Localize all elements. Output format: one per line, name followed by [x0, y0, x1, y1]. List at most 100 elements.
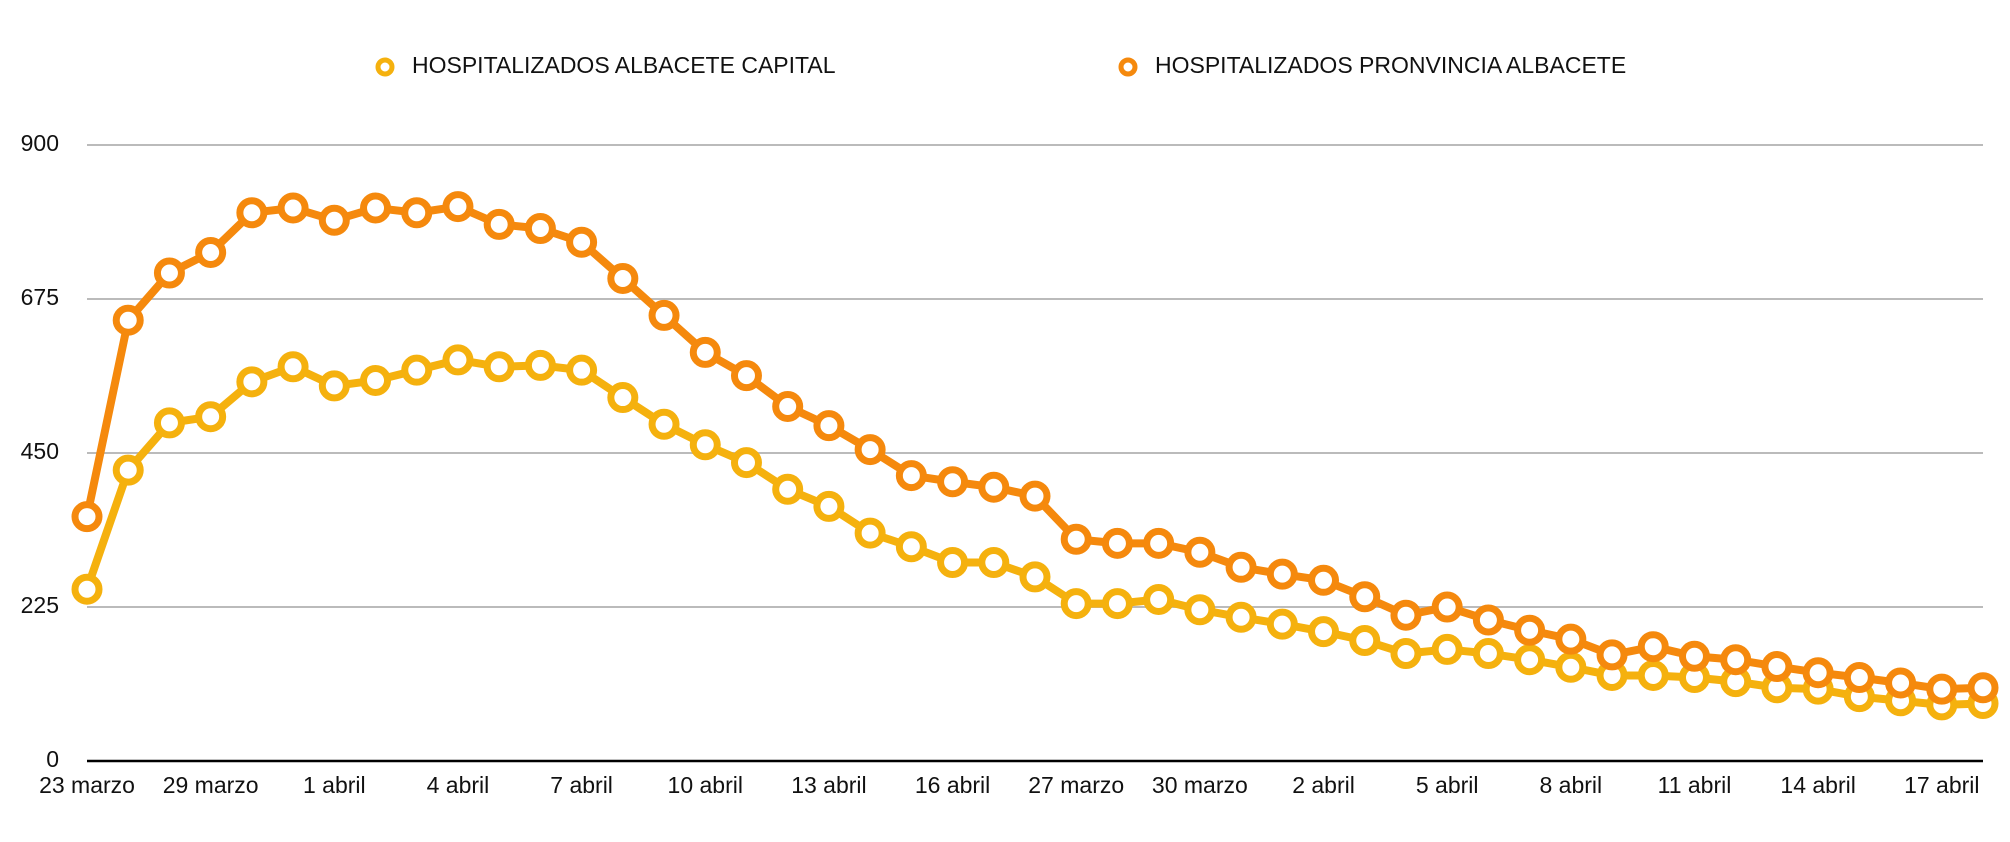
- y-tick-label: 450: [21, 438, 59, 464]
- data-point: [1101, 588, 1133, 620]
- data-point: [1349, 581, 1381, 613]
- data-point: [689, 429, 721, 461]
- data-point: [1019, 480, 1051, 512]
- data-point: [1926, 673, 1958, 705]
- data-point: [1390, 638, 1422, 670]
- data-point: [1555, 651, 1587, 683]
- data-point: [153, 407, 185, 439]
- data-point: [153, 257, 185, 289]
- data-point: [1060, 588, 1092, 620]
- x-tick-label: 5 abril: [1416, 772, 1479, 798]
- data-point: [236, 366, 268, 398]
- data-point: [730, 360, 762, 392]
- data-point: [895, 531, 927, 563]
- data-point: [483, 351, 515, 383]
- data-point: [772, 390, 804, 422]
- data-point: [1019, 561, 1051, 593]
- x-tick-label: 8 abril: [1539, 772, 1602, 798]
- data-point: [318, 370, 350, 402]
- data-point: [1060, 523, 1092, 555]
- data-point: [607, 382, 639, 414]
- series-line: [83, 202, 1984, 694]
- x-tick-label: 4 abril: [427, 772, 490, 798]
- data-point: [1266, 558, 1298, 590]
- data-point: [1967, 672, 1999, 704]
- data-point: [1843, 661, 1875, 693]
- data-point: [937, 466, 969, 498]
- data-point: [71, 501, 103, 533]
- data-point: [1431, 633, 1463, 665]
- data-point: [195, 401, 227, 433]
- data-point: [71, 573, 103, 605]
- data-point: [112, 304, 144, 336]
- data-point: [1390, 599, 1422, 631]
- data-point: [1101, 527, 1133, 559]
- x-tick-label: 10 abril: [668, 772, 743, 798]
- x-tick-label: 29 marzo: [163, 772, 259, 798]
- x-tick-label: 30 marzo: [1152, 772, 1248, 798]
- y-tick-label: 225: [21, 592, 59, 618]
- data-point: [1885, 667, 1917, 699]
- data-point: [648, 299, 680, 331]
- data-point: [1720, 644, 1752, 676]
- data-point: [277, 192, 309, 224]
- data-point: [401, 197, 433, 229]
- data-point: [895, 460, 927, 492]
- legend-label: HOSPITALIZADOS PRONVINCIA ALBACETE: [1155, 52, 1626, 78]
- data-point: [277, 351, 309, 383]
- data-point: [360, 192, 392, 224]
- data-point: [1225, 601, 1257, 633]
- x-tick-label: 13 abril: [791, 772, 866, 798]
- data-point: [1184, 594, 1216, 626]
- data-point: [360, 364, 392, 396]
- x-tick-label: 11 abril: [1658, 772, 1732, 798]
- y-tick-label: 900: [21, 130, 59, 156]
- data-point: [730, 447, 762, 479]
- data-point: [854, 434, 886, 466]
- data-point: [1472, 604, 1504, 636]
- y-tick-label: 0: [46, 746, 59, 772]
- x-tick-label: 16 abril: [915, 772, 990, 798]
- data-point: [1308, 564, 1340, 596]
- data-point: [1308, 616, 1340, 648]
- data-point: [1514, 614, 1546, 646]
- x-tick-label: 23 marzo: [39, 772, 135, 798]
- data-point: [607, 262, 639, 294]
- x-tick-label: 1 abril: [303, 772, 366, 798]
- y-tick-label: 675: [21, 284, 59, 310]
- data-point: [566, 226, 598, 258]
- legend-marker: [375, 57, 395, 77]
- data-point: [442, 191, 474, 223]
- data-point: [483, 208, 515, 240]
- data-point: [1184, 536, 1216, 568]
- data-point: [1266, 608, 1298, 640]
- data-point: [1596, 639, 1628, 671]
- data-point: [236, 197, 268, 229]
- data-point: [1678, 640, 1710, 672]
- data-point: [1761, 651, 1793, 683]
- x-tick-label: 7 abril: [550, 772, 613, 798]
- data-point: [401, 354, 433, 386]
- x-tick-label: 14 abril: [1780, 772, 1855, 798]
- data-point: [524, 213, 556, 245]
- data-point: [566, 354, 598, 386]
- data-point: [854, 517, 886, 549]
- data-point: [442, 344, 474, 376]
- data-point: [1143, 583, 1175, 615]
- data-point: [772, 473, 804, 505]
- x-tick-label: 2 abril: [1292, 772, 1355, 798]
- data-point: [648, 408, 680, 440]
- data-point: [937, 547, 969, 579]
- data-point: [1637, 659, 1669, 691]
- data-point: [813, 410, 845, 442]
- legend-marker: [1118, 57, 1138, 77]
- legend-label: HOSPITALIZADOS ALBACETE CAPITAL: [412, 52, 836, 78]
- data-point: [1349, 625, 1381, 657]
- data-point: [1637, 631, 1669, 663]
- data-point: [318, 204, 350, 236]
- data-point: [112, 454, 144, 486]
- data-point: [978, 547, 1010, 579]
- data-point: [1802, 657, 1834, 689]
- data-point: [978, 471, 1010, 503]
